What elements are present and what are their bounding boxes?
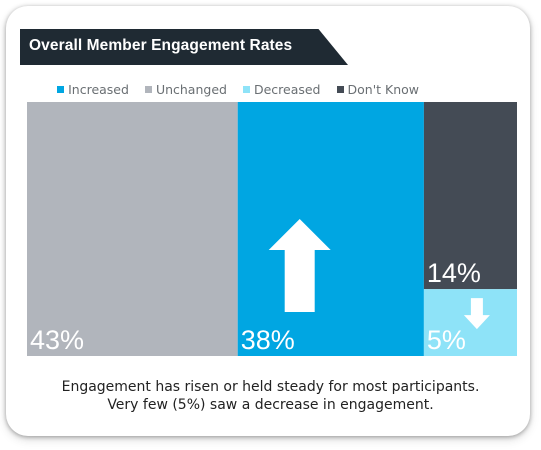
caption-line-1: Engagement has risen or held steady for … [61,379,480,395]
data-label-decreased: 5% [427,325,466,355]
bar-unchanged [27,102,238,356]
arrow-down-icon [463,298,490,330]
legend-label-dont-know: Don't Know [347,81,420,97]
title-banner [20,29,348,65]
legend-item-increased: Increased [57,81,129,97]
legend-item-decreased: Decreased [242,81,321,97]
bar-don-t-know [423,102,517,290]
legend-swatch-dont-know [336,85,344,93]
legend: Increased Unchanged Decreased Don't Know [0,81,541,97]
caption-line-2: Very few (5%) saw a decrease in engageme… [107,397,434,413]
bar-increased [237,102,424,356]
chart-title: Overall Member Engagement Rates [29,37,293,54]
legend-label-unchanged: Unchanged [155,81,227,97]
legend-swatch-decreased [242,85,250,93]
legend-label-increased: Increased [68,81,129,97]
legend-item-dont-know: Don't Know [336,81,420,97]
data-label-increased: 38% [241,325,295,355]
legend-label-decreased: Decreased [253,81,321,97]
legend-swatch-unchanged [144,85,152,93]
data-label-unchanged: 43% [30,325,84,355]
legend-swatch-increased [57,85,65,93]
bar-decreased [423,289,517,356]
arrow-up-icon [268,219,331,312]
legend-item-unchanged: Unchanged [144,81,227,97]
data-label-don-t-know: 14% [427,258,481,288]
